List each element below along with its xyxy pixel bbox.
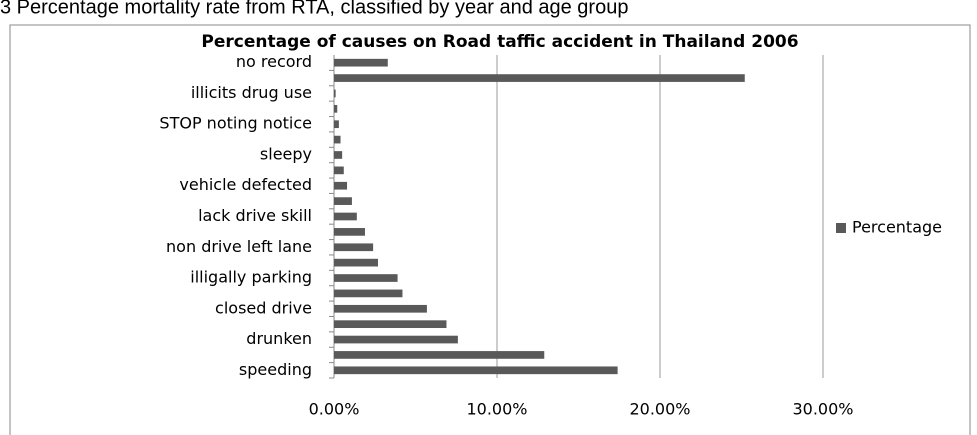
y-tick-label: closed drive [215, 298, 312, 317]
bar [334, 181, 348, 190]
bar [334, 89, 336, 98]
y-tick-label: vehicle defected [179, 175, 312, 194]
x-tick-label: 0.00% [309, 400, 360, 419]
legend-swatch [836, 223, 846, 233]
bar [334, 228, 365, 236]
chart-border [9, 24, 971, 435]
bar [334, 351, 545, 359]
caption: 3 Percentage mortality rate from RTA, cl… [0, 0, 628, 18]
bar [334, 320, 447, 329]
bar [334, 135, 341, 144]
bar [334, 151, 343, 159]
bar [334, 197, 352, 205]
y-tick-label: speeding [239, 360, 312, 379]
bar [334, 120, 339, 129]
bar [334, 289, 403, 298]
y-tick-label: illicits drug use [191, 83, 312, 102]
bar [334, 304, 427, 313]
bar [334, 274, 398, 282]
y-tick-label: illigally parking [190, 268, 312, 287]
bar [334, 258, 379, 267]
x-tick-label: 20.00% [629, 400, 690, 419]
x-tick-label: 10.00% [466, 400, 527, 419]
y-tick-label: drunken [246, 329, 312, 348]
bar [334, 166, 344, 175]
y-tick-label: no record [236, 52, 312, 71]
y-tick-label: STOP noting notice [159, 114, 312, 133]
y-tick-label: non drive left lane [166, 237, 312, 256]
bar [334, 335, 458, 344]
bar [334, 58, 388, 67]
y-tick-label: lack drive skill [198, 206, 312, 225]
bar [334, 104, 338, 113]
bar [334, 212, 357, 221]
bar [334, 74, 745, 82]
chart-title: Percentage of causes on Road taffic acci… [201, 32, 798, 52]
x-tick-label: 30.00% [792, 400, 853, 419]
bar [334, 366, 618, 375]
y-tick-label: sleepy [260, 144, 312, 163]
legend-label: Percentage [852, 218, 942, 237]
bar [334, 243, 374, 252]
